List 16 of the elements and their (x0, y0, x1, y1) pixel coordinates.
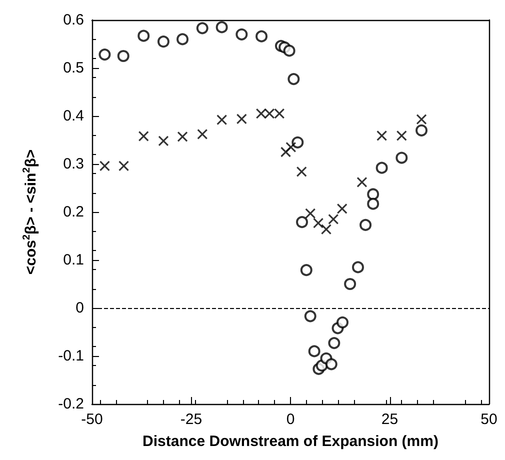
y-tick-label: 0.6 (63, 12, 84, 28)
y-tick-label: 0.1 (63, 252, 84, 268)
x-tick-label: 50 (480, 411, 498, 428)
y-tick-label: 0.2 (63, 204, 84, 220)
x-axis-title: Distance Downstream of Expansion (mm) (142, 433, 438, 450)
y-tick-label: -0.2 (58, 396, 84, 412)
y-tick-label: 0.3 (63, 156, 84, 172)
x-tick-label: 0 (286, 411, 295, 428)
x-tick-label: -50 (81, 411, 103, 428)
y-tick-label: 0 (76, 300, 84, 316)
x-tick-label: -25 (180, 411, 202, 428)
y-axis-title: <cos2β> - <sin2β> (22, 149, 40, 275)
y-tick-label: 0.4 (63, 108, 84, 124)
x-tick-label: 25 (381, 411, 398, 428)
y-tick-label: -0.1 (58, 348, 84, 364)
y-tick-label: 0.5 (63, 60, 84, 76)
